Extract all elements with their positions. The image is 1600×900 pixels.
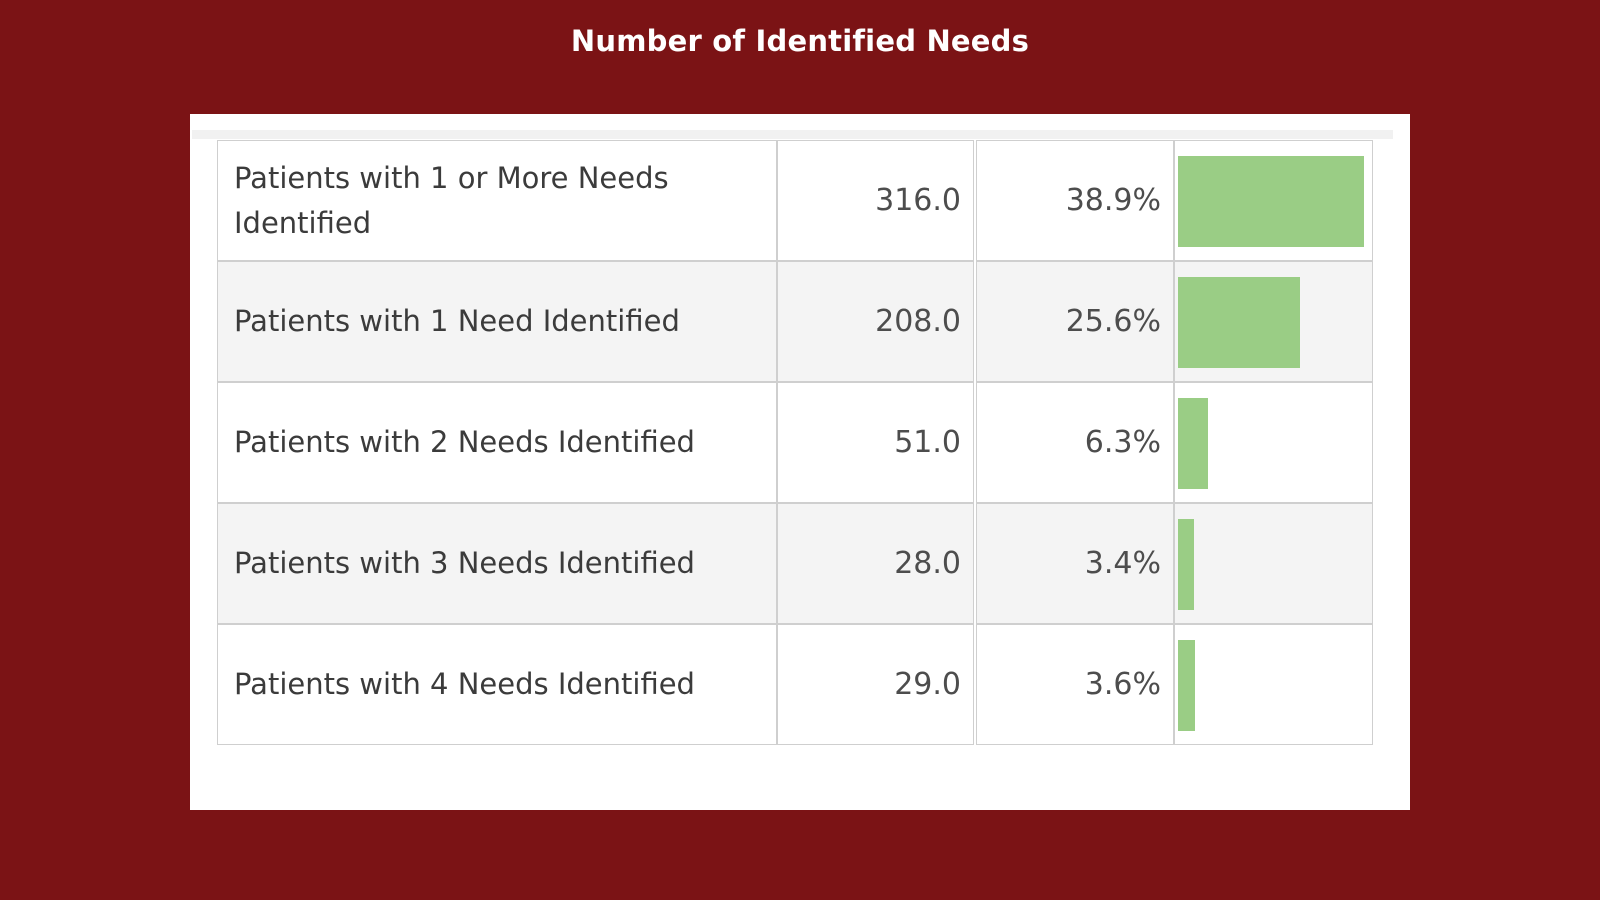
table-row: Patients with 2 Needs Identified 51.0 6.… [217,382,1373,503]
needs-table: Patients with 1 or More Needs Identified… [217,140,1373,745]
row-label: Patients with 2 Needs Identified [217,382,777,503]
row-percent: 25.6% [976,261,1174,382]
row-count: 316.0 [777,140,974,261]
table-row: Patients with 1 Need Identified 208.0 25… [217,261,1373,382]
bar [1178,398,1208,489]
row-count: 208.0 [777,261,974,382]
page-title: Number of Identified Needs [570,24,1030,58]
bar [1178,277,1300,368]
row-percent: 6.3% [976,382,1174,503]
row-percent: 38.9% [976,140,1174,261]
row-percent: 3.6% [976,624,1174,745]
row-bar-cell [1174,261,1373,382]
row-count: 51.0 [777,382,974,503]
bar [1178,156,1364,247]
row-bar-cell [1174,140,1373,261]
table-row: Patients with 3 Needs Identified 28.0 3.… [217,503,1373,624]
table-row: Patients with 1 or More Needs Identified… [217,140,1373,261]
table-panel: Patients with 1 or More Needs Identified… [190,114,1410,810]
bar [1178,519,1194,610]
row-bar-cell [1174,382,1373,503]
table-row: Patients with 4 Needs Identified 29.0 3.… [217,624,1373,745]
row-bar-cell [1174,624,1373,745]
row-bar-cell [1174,503,1373,624]
row-percent: 3.4% [976,503,1174,624]
row-label: Patients with 3 Needs Identified [217,503,777,624]
panel-header-strip [192,130,1393,139]
row-count: 28.0 [777,503,974,624]
row-count: 29.0 [777,624,974,745]
bar [1178,640,1195,731]
row-label: Patients with 4 Needs Identified [217,624,777,745]
row-label: Patients with 1 or More Needs Identified [217,140,777,261]
row-label: Patients with 1 Need Identified [217,261,777,382]
